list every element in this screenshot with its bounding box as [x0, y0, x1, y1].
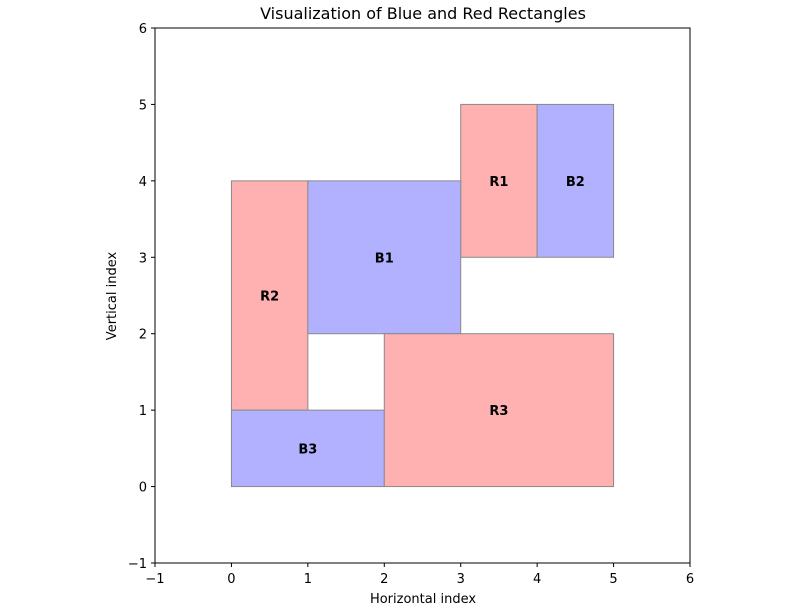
rectangle-r1 [460, 103, 538, 258]
y-tick-label: 5 [139, 98, 147, 113]
x-tick-label: 3 [457, 572, 465, 587]
x-tick-label: −1 [145, 572, 164, 587]
x-tick-label: 6 [686, 572, 694, 587]
y-tick-label: 6 [139, 22, 147, 37]
y-tick-label: 3 [139, 251, 147, 266]
rectangle-label-r1: R1 [489, 175, 508, 190]
y-tick-label: 2 [139, 328, 147, 343]
rectangle-b2 [536, 103, 615, 258]
rectangle-r2 [230, 180, 309, 411]
chart-title: Visualization of Blue and Red Rectangles [260, 4, 586, 23]
rectangle-b1 [307, 180, 462, 335]
y-tick-label: −1 [128, 557, 147, 572]
rectangle-label-b2: B2 [566, 175, 585, 190]
x-tick-label: 2 [380, 572, 388, 587]
y-tick-label: 1 [139, 404, 147, 419]
x-axis-label: Horizontal index [370, 592, 476, 607]
y-tick-label: 0 [139, 481, 147, 496]
x-tick-label: 0 [227, 572, 235, 587]
x-tick-label: 1 [304, 572, 312, 587]
rectangle-label-b1: B1 [375, 251, 394, 266]
rectangle-label-r2: R2 [260, 290, 279, 305]
y-axis-ticks: −1 0 1 2 3 4 5 6 [128, 22, 155, 572]
rectangle-label-b3: B3 [298, 442, 317, 457]
rectangle-b3 [230, 409, 385, 488]
x-tick-label: 5 [609, 572, 617, 587]
rectangle-label-r3: R3 [489, 404, 508, 419]
rectangle-r3 [383, 333, 615, 488]
y-tick-label: 4 [139, 175, 147, 190]
x-axis-ticks: −1 0 1 2 3 4 5 6 [145, 563, 694, 587]
rectangles-layer: R1 B2 R2 B1 B3 R3 [230, 103, 615, 488]
y-axis-label: Vertical index [105, 252, 120, 341]
plot-frame [154, 27, 691, 564]
x-tick-label: 4 [533, 572, 541, 587]
